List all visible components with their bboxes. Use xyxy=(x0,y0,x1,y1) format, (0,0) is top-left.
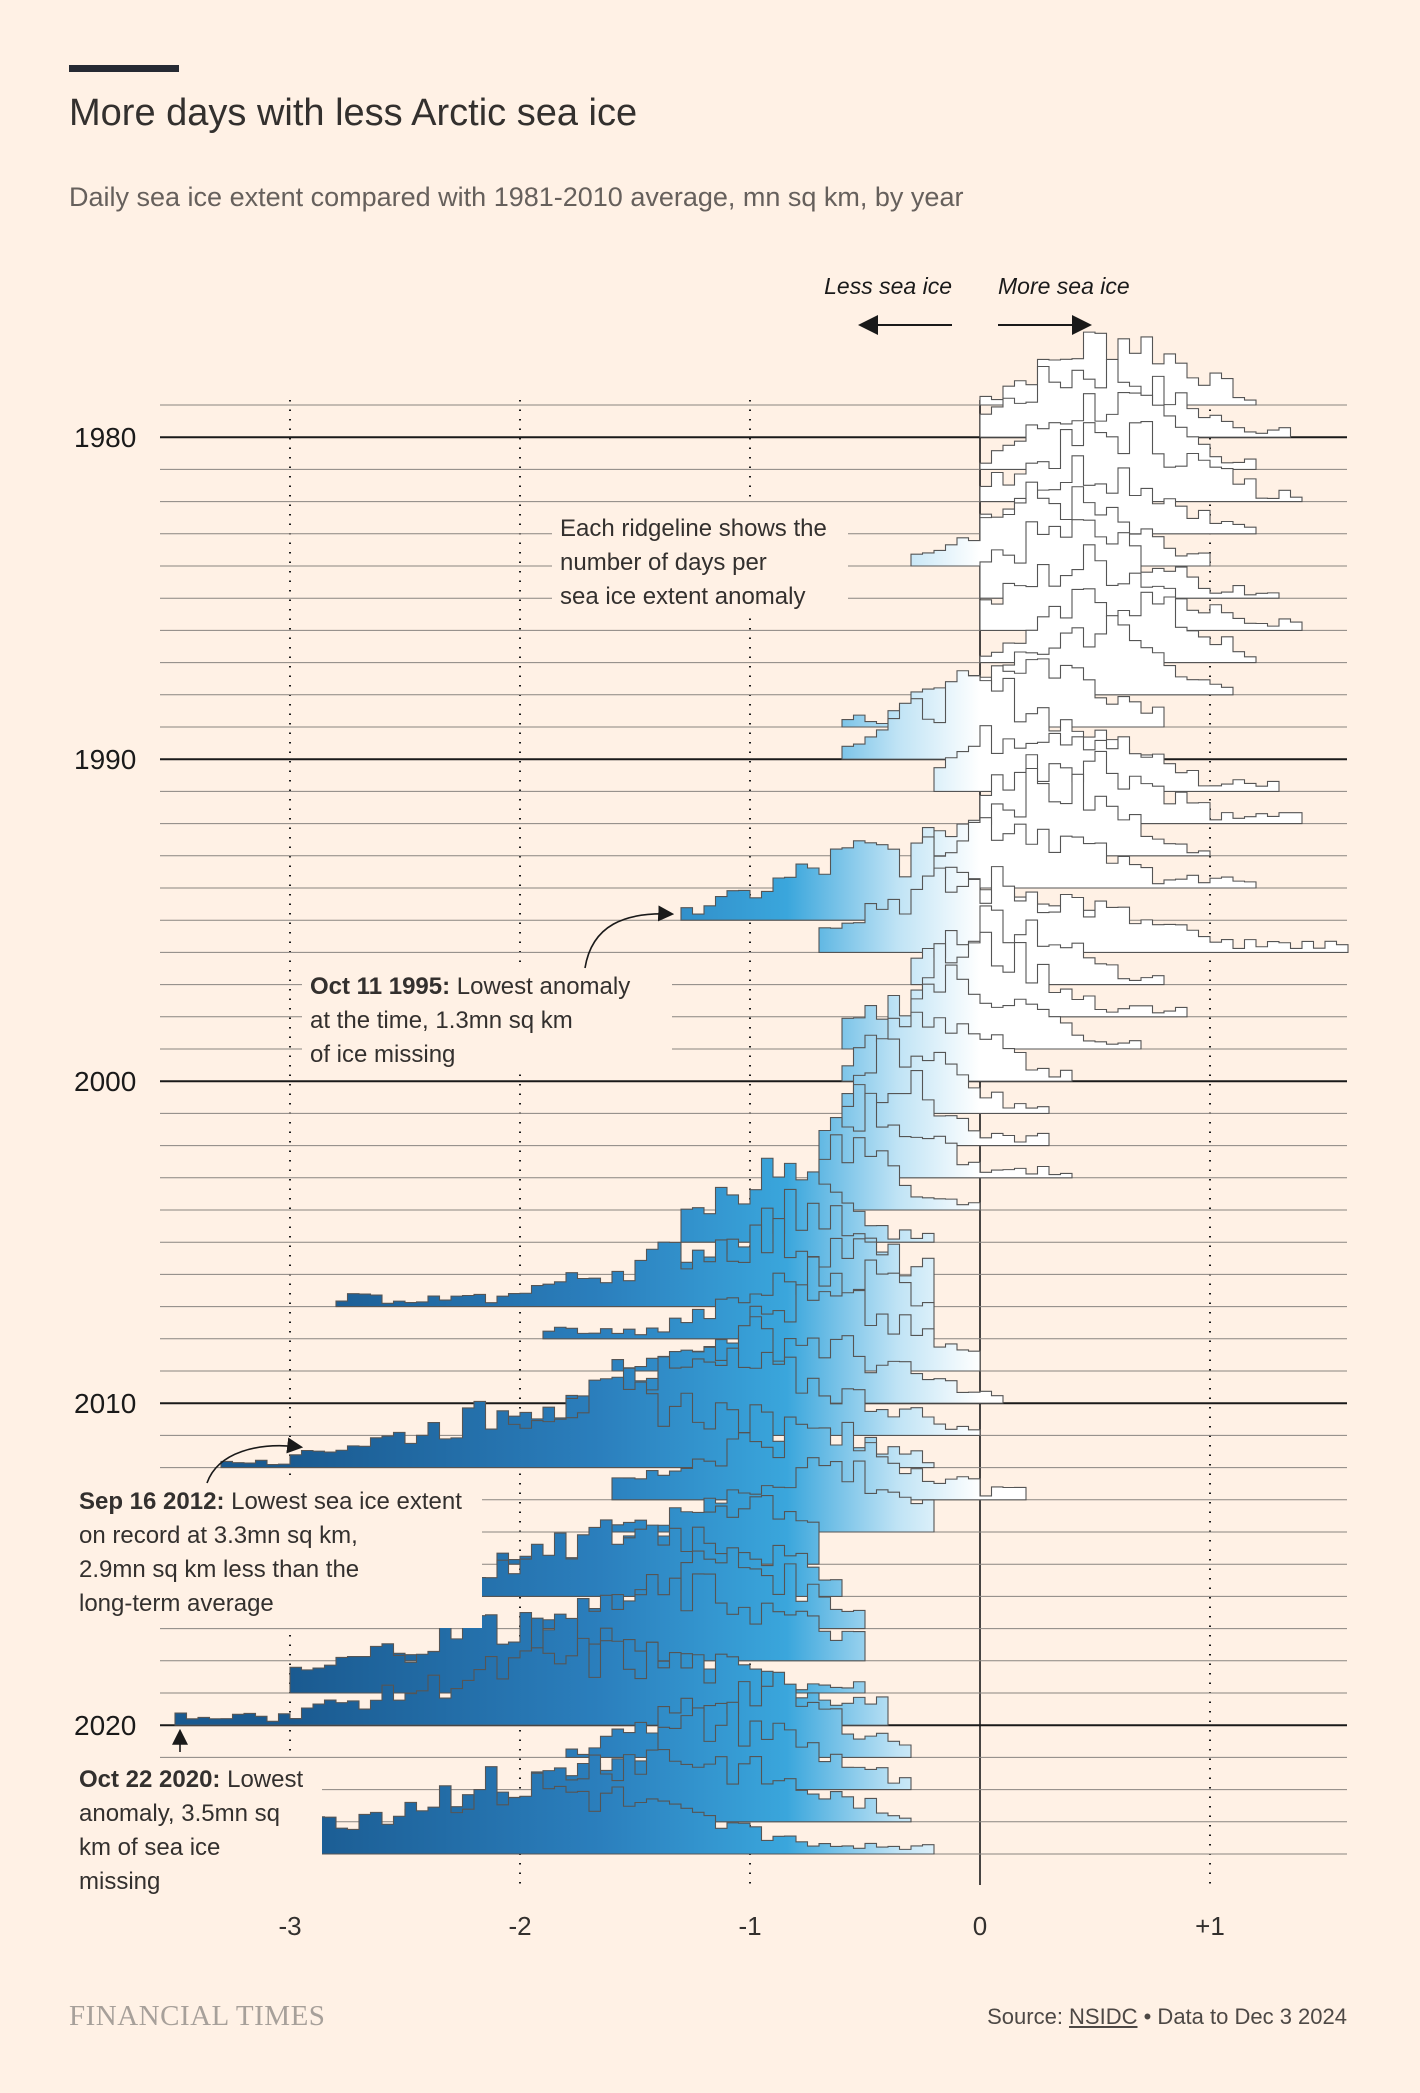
oct2020-line-4: missing xyxy=(79,1868,160,1895)
chart-title: More days with less Arctic sea ice xyxy=(69,92,638,134)
ridgeline-note-line-1: Each ridgeline shows the xyxy=(560,515,827,542)
oct2020-line-1: Lowest xyxy=(227,1766,303,1793)
ridgeline-note-line-3: sea ice extent anomaly xyxy=(560,583,805,610)
sep2012-line-1: Lowest sea ice extent xyxy=(231,1488,462,1515)
x-tick-label: 0 xyxy=(973,1911,987,1941)
svg-text:Oct 11 1995: Lowest anomaly: Oct 11 1995: Lowest anomaly xyxy=(310,973,630,1000)
oct1995-line-3: of ice missing xyxy=(310,1041,455,1068)
top-rule xyxy=(69,65,179,72)
ridge-2014 xyxy=(611,1457,935,1533)
chart-subtitle: Daily sea ice extent compared with 1981-… xyxy=(69,182,964,212)
year-label: 2010 xyxy=(74,1388,136,1419)
sep2012-line-4: long-term average xyxy=(79,1590,274,1617)
ridgeline-note: Each ridgeline shows the number of days … xyxy=(552,503,848,615)
annotation-oct-2020: Oct 22 2020: Lowest anomaly, 3.5mn sq km… xyxy=(72,1728,322,1906)
year-label: 2000 xyxy=(74,1066,136,1097)
oct1995-arrow xyxy=(584,905,675,969)
labels-layer: -3 -2 -1 0 +1 1980 1990 2000 2010 2020 xyxy=(74,422,1225,1941)
year-label: 2020 xyxy=(74,1710,136,1741)
x-tick-label: +1 xyxy=(1195,1911,1225,1941)
svg-text:Oct 22 2020: Lowest: Oct 22 2020: Lowest xyxy=(79,1766,303,1793)
oct2020-line-3: km of sea ice xyxy=(79,1834,220,1861)
source-link[interactable]: NSIDC xyxy=(1069,2004,1138,2029)
oct2020-line-2: anomaly, 3.5mn sq xyxy=(79,1800,280,1827)
oct1995-line-2: at the time, 1.3mn sq km xyxy=(310,1007,573,1034)
ridge-2005 xyxy=(680,1157,935,1243)
ridge-1981 xyxy=(979,392,1257,470)
ridges-layer xyxy=(160,331,1349,1855)
oct2020-bold: Oct 22 2020: xyxy=(79,1766,220,1793)
sep2012-line-3: 2.9mn sq km less than the xyxy=(79,1556,359,1583)
ridge-2024 xyxy=(289,1766,935,1855)
source-note: Source: NSIDC • Data to Dec 3 2024 xyxy=(987,2004,1347,2030)
svg-text:Sep 16 2012: Lowest sea ice ex: Sep 16 2012: Lowest sea ice extent xyxy=(79,1488,462,1515)
more-sea-ice-label: More sea ice xyxy=(998,273,1130,299)
sep2012-arrow xyxy=(206,1437,304,1484)
ridge-1984 xyxy=(910,481,1211,567)
annotation-oct-1995: Oct 11 1995: Lowest anomaly at the time,… xyxy=(302,905,675,1074)
sep2012-line-2: on record at 3.3mn sq km, xyxy=(79,1522,358,1549)
source-prefix: Source: xyxy=(987,2004,1070,2029)
ridge-1982 xyxy=(979,421,1303,503)
x-tick-label: -3 xyxy=(278,1911,301,1941)
ridgeline-note-line-2: number of days per xyxy=(560,549,767,576)
oct1995-bold: Oct 11 1995: xyxy=(310,973,450,1000)
x-tick-label: -1 xyxy=(738,1911,761,1941)
sep2012-bold: Sep 16 2012: xyxy=(79,1488,224,1515)
year-label: 1980 xyxy=(74,422,136,453)
oct1995-line-1: Lowest anomaly xyxy=(457,973,630,1000)
annotation-sep-2012: Sep 16 2012: Lowest sea ice extent on re… xyxy=(72,1437,482,1628)
ridge-2004 xyxy=(818,1134,981,1211)
ft-logo: FINANCIAL TIMES xyxy=(69,2000,326,2032)
x-tick-label: -2 xyxy=(508,1911,531,1941)
ridge-1985 xyxy=(979,519,1280,599)
less-sea-ice-label: Less sea ice xyxy=(824,273,952,299)
source-suffix: • Data to Dec 3 2024 xyxy=(1137,2004,1347,2029)
year-label: 1990 xyxy=(74,744,136,775)
